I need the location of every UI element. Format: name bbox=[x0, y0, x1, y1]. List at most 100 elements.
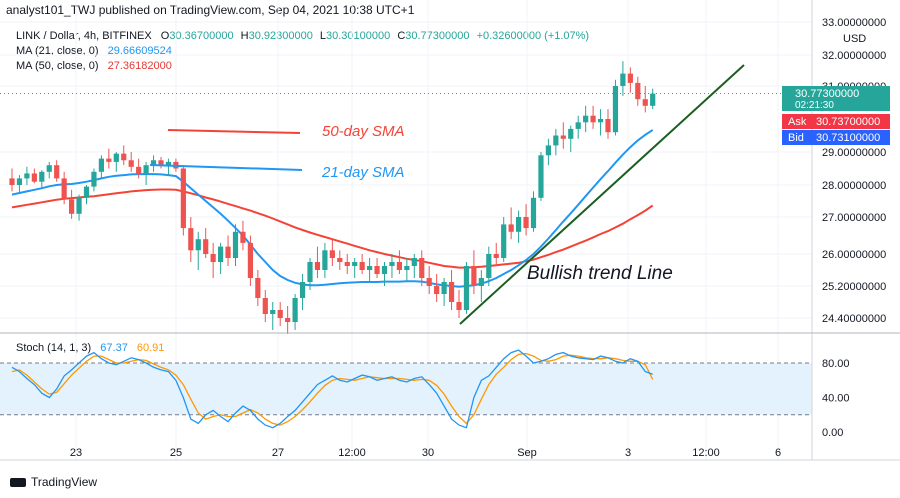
time-tick-label: 6 bbox=[775, 447, 781, 459]
candle-body bbox=[299, 282, 306, 298]
candle-body bbox=[106, 158, 112, 162]
axes: 33.0000000032.0000000031.0000000029.0000… bbox=[0, 0, 900, 461]
ask-value: 30.73700000 bbox=[816, 116, 880, 128]
candle-body bbox=[247, 242, 253, 278]
bid-tag bbox=[782, 130, 812, 145]
candle-body bbox=[128, 160, 134, 167]
stoch-d-value: 60.91 bbox=[136, 342, 165, 354]
candle-body bbox=[329, 250, 335, 258]
candle-body bbox=[456, 302, 462, 310]
candle-body bbox=[501, 224, 507, 258]
low-value: 30.30100000 bbox=[326, 30, 391, 42]
time-tick-label: 12:00 bbox=[338, 447, 366, 459]
candle-body bbox=[232, 231, 239, 258]
time-tick-label: 12:00 bbox=[692, 447, 720, 459]
price-tick-label: 26.00000000 bbox=[822, 249, 886, 261]
candle-body bbox=[389, 262, 395, 266]
open-value: 30.36700000 bbox=[169, 30, 234, 42]
candle-body bbox=[627, 73, 633, 83]
bullish-trend-line bbox=[459, 64, 745, 325]
candle-body bbox=[31, 173, 37, 182]
candle-body bbox=[180, 168, 186, 229]
candle-body bbox=[523, 217, 529, 229]
candle-body bbox=[426, 278, 432, 286]
candle-body bbox=[76, 197, 82, 214]
main-legend: LINK / Dollar, 4h, BITFINEX O30.36700000… bbox=[16, 29, 589, 74]
candle-body bbox=[9, 178, 15, 185]
time-tick-label: 25 bbox=[170, 447, 182, 459]
candle-body bbox=[270, 310, 276, 314]
candle-body bbox=[188, 228, 194, 251]
candle-body bbox=[262, 298, 268, 314]
candle-body bbox=[322, 250, 328, 270]
candle-body bbox=[367, 266, 373, 270]
candle-body bbox=[285, 318, 291, 322]
ask-badge bbox=[812, 114, 890, 129]
symbol-row: LINK / Dollar, 4h, BITFINEX O30.36700000… bbox=[16, 30, 590, 42]
candle-body bbox=[642, 99, 648, 106]
candle-body bbox=[337, 258, 343, 262]
candle-body bbox=[381, 266, 388, 274]
candle-body bbox=[538, 155, 544, 198]
publisher-line: analyst101_TWJ published on TradingView.… bbox=[6, 3, 415, 17]
candle-body bbox=[605, 119, 611, 133]
candle-body bbox=[411, 258, 417, 266]
symbol-label: LINK / Dollar, 4h, BITFINEX bbox=[16, 30, 152, 42]
candle-body bbox=[635, 82, 641, 100]
candle-body bbox=[54, 165, 60, 179]
stoch-band bbox=[0, 363, 812, 415]
time-tick-label: 3 bbox=[625, 447, 631, 459]
ma21-line bbox=[11, 129, 654, 288]
ma50-label: MA (50, close, 0) bbox=[16, 60, 99, 72]
candle-body bbox=[545, 145, 551, 156]
stoch-tick-label: 40.00 bbox=[822, 393, 850, 405]
candle-body bbox=[590, 115, 596, 123]
ask-tag bbox=[782, 114, 812, 129]
price-tick-label: 29.00000000 bbox=[822, 147, 886, 159]
candle-body bbox=[434, 286, 440, 294]
candles bbox=[9, 61, 656, 334]
candle-body bbox=[203, 239, 209, 254]
candle-body bbox=[352, 262, 358, 266]
currency-label: USD bbox=[843, 33, 866, 45]
candle-body bbox=[136, 166, 142, 174]
price-tick-label: 24.40000000 bbox=[822, 313, 886, 325]
candle-body bbox=[39, 171, 45, 182]
candle-body bbox=[83, 186, 90, 198]
last-price-label: 30.77300000 bbox=[795, 88, 859, 100]
stoch-k-line bbox=[11, 349, 653, 429]
candle-body bbox=[307, 262, 313, 282]
candle-body bbox=[225, 246, 231, 258]
candle-body bbox=[620, 73, 626, 86]
candle-body bbox=[568, 128, 574, 139]
countdown-label: 02:21:30 bbox=[795, 100, 834, 111]
stoch-k-value: 67.37 bbox=[100, 342, 128, 354]
last-price-badge bbox=[782, 86, 890, 111]
ma21-label: MA (21, close, 0) bbox=[16, 45, 99, 57]
brand-name: TradingView bbox=[31, 475, 98, 489]
trend-annotation: Bullish trend Line bbox=[527, 263, 673, 284]
grid bbox=[0, 0, 812, 460]
candle-body bbox=[478, 278, 484, 286]
candle-body bbox=[150, 160, 157, 166]
candle-body bbox=[91, 171, 97, 187]
ma21-row: MA (21, close, 0) 29.66609524 bbox=[16, 44, 589, 59]
candle-body bbox=[441, 282, 447, 294]
candle-body bbox=[158, 160, 164, 166]
ma50-value: 27.36182000 bbox=[107, 60, 172, 72]
price-tick-label: 28.00000000 bbox=[822, 180, 886, 192]
price-tick-label: 25.20000000 bbox=[822, 281, 886, 293]
candle-body bbox=[165, 161, 172, 166]
candle-body bbox=[597, 119, 604, 123]
candle-body bbox=[612, 86, 619, 133]
candle-body bbox=[277, 310, 283, 318]
stoch-tick-label: 80.00 bbox=[822, 358, 850, 370]
candle-body bbox=[24, 173, 30, 179]
candle-body bbox=[486, 254, 492, 278]
candle-body bbox=[240, 231, 246, 243]
tradingview-logo: TradingView bbox=[10, 475, 97, 489]
candle-body bbox=[471, 266, 477, 286]
bid-label: Bid bbox=[788, 132, 804, 144]
sma50-annotation: 50-day SMA bbox=[322, 123, 405, 140]
